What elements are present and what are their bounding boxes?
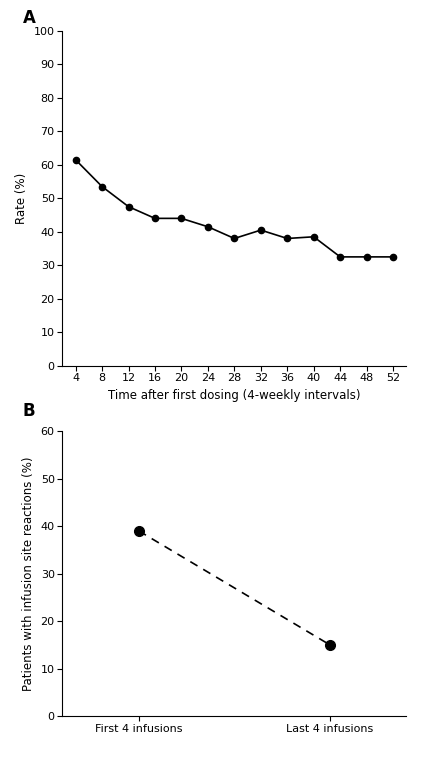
Y-axis label: Patients with infusion site reactions (%): Patients with infusion site reactions (%…: [22, 457, 35, 691]
X-axis label: Time after first dosing (4-weekly intervals): Time after first dosing (4-weekly interv…: [108, 389, 361, 402]
Text: A: A: [23, 9, 36, 28]
Text: B: B: [23, 402, 35, 420]
Y-axis label: Rate (%): Rate (%): [15, 172, 28, 224]
